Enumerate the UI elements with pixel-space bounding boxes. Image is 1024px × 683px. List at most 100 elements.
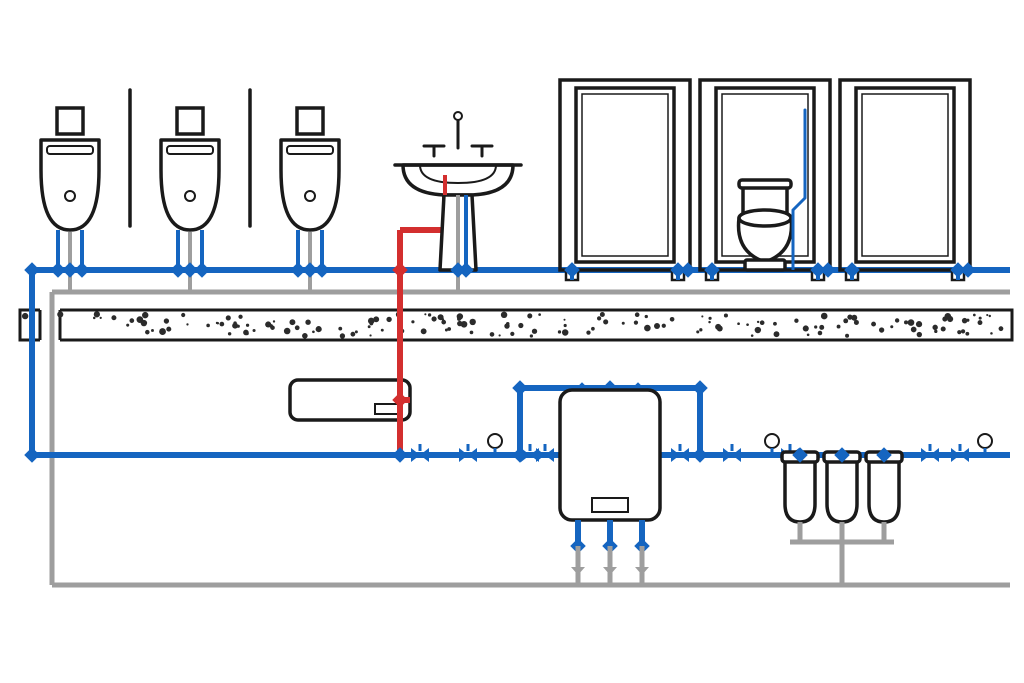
stall-1-door xyxy=(576,88,674,262)
toilet-tank-lid xyxy=(739,180,791,188)
aggregate-dot xyxy=(316,326,322,332)
aggregate-dot xyxy=(701,315,703,317)
aggregate-dot xyxy=(794,319,798,323)
aggregate-dot xyxy=(965,332,969,336)
flush-button xyxy=(177,108,203,134)
aggregate-dot xyxy=(469,319,475,325)
pipe-fitting xyxy=(63,263,77,277)
aggregate-dot xyxy=(854,320,859,325)
aggregate-dot xyxy=(228,332,231,335)
aggregate-dot xyxy=(166,327,171,332)
urinal-rim xyxy=(47,146,93,154)
aggregate-dot xyxy=(527,313,532,318)
aggregate-dot xyxy=(470,331,474,335)
aggregate-dot xyxy=(126,324,129,327)
aggregate-dot xyxy=(100,317,102,319)
aggregate-dot xyxy=(957,330,961,334)
concrete-slab xyxy=(20,310,1012,340)
aggregate-dot xyxy=(597,316,601,320)
urinal-drain-hole xyxy=(305,191,315,201)
aggregate-dot xyxy=(94,311,100,317)
aggregate-dot xyxy=(986,314,988,316)
filter-housing xyxy=(869,460,899,522)
aggregate-dot xyxy=(803,325,809,331)
aggregate-dot xyxy=(186,323,188,325)
aggregate-dot xyxy=(807,333,810,336)
aggregate-dot xyxy=(751,334,754,337)
aggregate-dot xyxy=(645,315,648,318)
toilet-base xyxy=(745,260,785,270)
aggregate-dot xyxy=(93,317,96,320)
aggregate-dot xyxy=(932,325,937,330)
aggregate-dot xyxy=(369,334,371,336)
aggregate-dot xyxy=(654,323,660,329)
aggregate-dot xyxy=(289,319,295,325)
aggregate-dot xyxy=(164,318,169,323)
aggregate-dot xyxy=(530,334,533,337)
aggregate-dot xyxy=(273,320,275,322)
aggregate-dot xyxy=(57,311,63,317)
toilet-seat xyxy=(739,210,791,226)
aggregate-dot xyxy=(670,317,675,322)
pipe-fitting xyxy=(25,263,39,277)
aggregate-dot xyxy=(724,313,728,317)
aggregate-dot xyxy=(917,332,922,337)
pipe-fitting xyxy=(513,381,527,395)
aggregate-dot xyxy=(821,313,828,320)
aggregate-dot xyxy=(421,328,427,334)
urinal-rim xyxy=(167,146,213,154)
aggregate-dot xyxy=(253,329,256,332)
aggregate-dot xyxy=(989,315,991,317)
aggregate-dot xyxy=(708,321,710,323)
aggregate-dot xyxy=(947,316,953,322)
aggregate-dot xyxy=(879,327,884,332)
aggregate-dot xyxy=(238,315,242,319)
aggregate-dot xyxy=(966,319,969,322)
faucet-aerator xyxy=(454,112,462,120)
aggregate-dot xyxy=(818,331,823,336)
aggregate-dot xyxy=(773,322,777,326)
aggregate-dot xyxy=(518,323,523,328)
aggregate-dot xyxy=(746,323,749,326)
aggregate-dot xyxy=(774,331,780,337)
drain-valve xyxy=(635,567,649,575)
aggregate-dot xyxy=(159,328,166,335)
aggregate-dot xyxy=(424,313,426,315)
aggregate-dot xyxy=(510,332,514,336)
aggregate-dot xyxy=(206,324,210,328)
aggregate-dot xyxy=(934,330,937,333)
gauge-face xyxy=(765,434,779,448)
aggregate-dot xyxy=(814,325,817,328)
aggregate-dot xyxy=(245,332,248,335)
flush-button xyxy=(297,108,323,134)
aggregate-dot xyxy=(305,319,310,324)
aggregate-dot xyxy=(340,333,345,338)
aggregate-dot xyxy=(973,314,976,317)
aggregate-dot xyxy=(757,321,759,323)
aggregate-dot xyxy=(431,316,436,321)
tank-label-plate xyxy=(592,498,628,512)
aggregate-dot xyxy=(295,325,300,330)
aggregate-dot xyxy=(284,328,291,335)
aggregate-dot xyxy=(111,315,116,320)
aggregate-dot xyxy=(845,334,849,338)
aggregate-dot xyxy=(181,313,185,317)
aggregate-dot xyxy=(237,325,240,328)
aggregate-dot xyxy=(564,324,567,327)
aggregate-dot xyxy=(941,326,946,331)
gauge-face xyxy=(488,434,502,448)
urinal-rim xyxy=(287,146,333,154)
aggregate-dot xyxy=(979,317,982,320)
pipe-fitting xyxy=(393,448,407,462)
gauge-face xyxy=(978,434,992,448)
aggregate-dot xyxy=(428,313,431,316)
aggregate-dot xyxy=(368,325,371,328)
plumbing-diagram xyxy=(0,0,1024,683)
aggregate-dot xyxy=(532,329,537,334)
aggregate-dot xyxy=(634,320,638,324)
aggregate-dot xyxy=(699,328,702,331)
pipe-fitting xyxy=(303,263,317,277)
aggregate-dot xyxy=(916,321,922,327)
aggregate-dot xyxy=(755,327,761,333)
aggregate-dot xyxy=(644,325,651,332)
